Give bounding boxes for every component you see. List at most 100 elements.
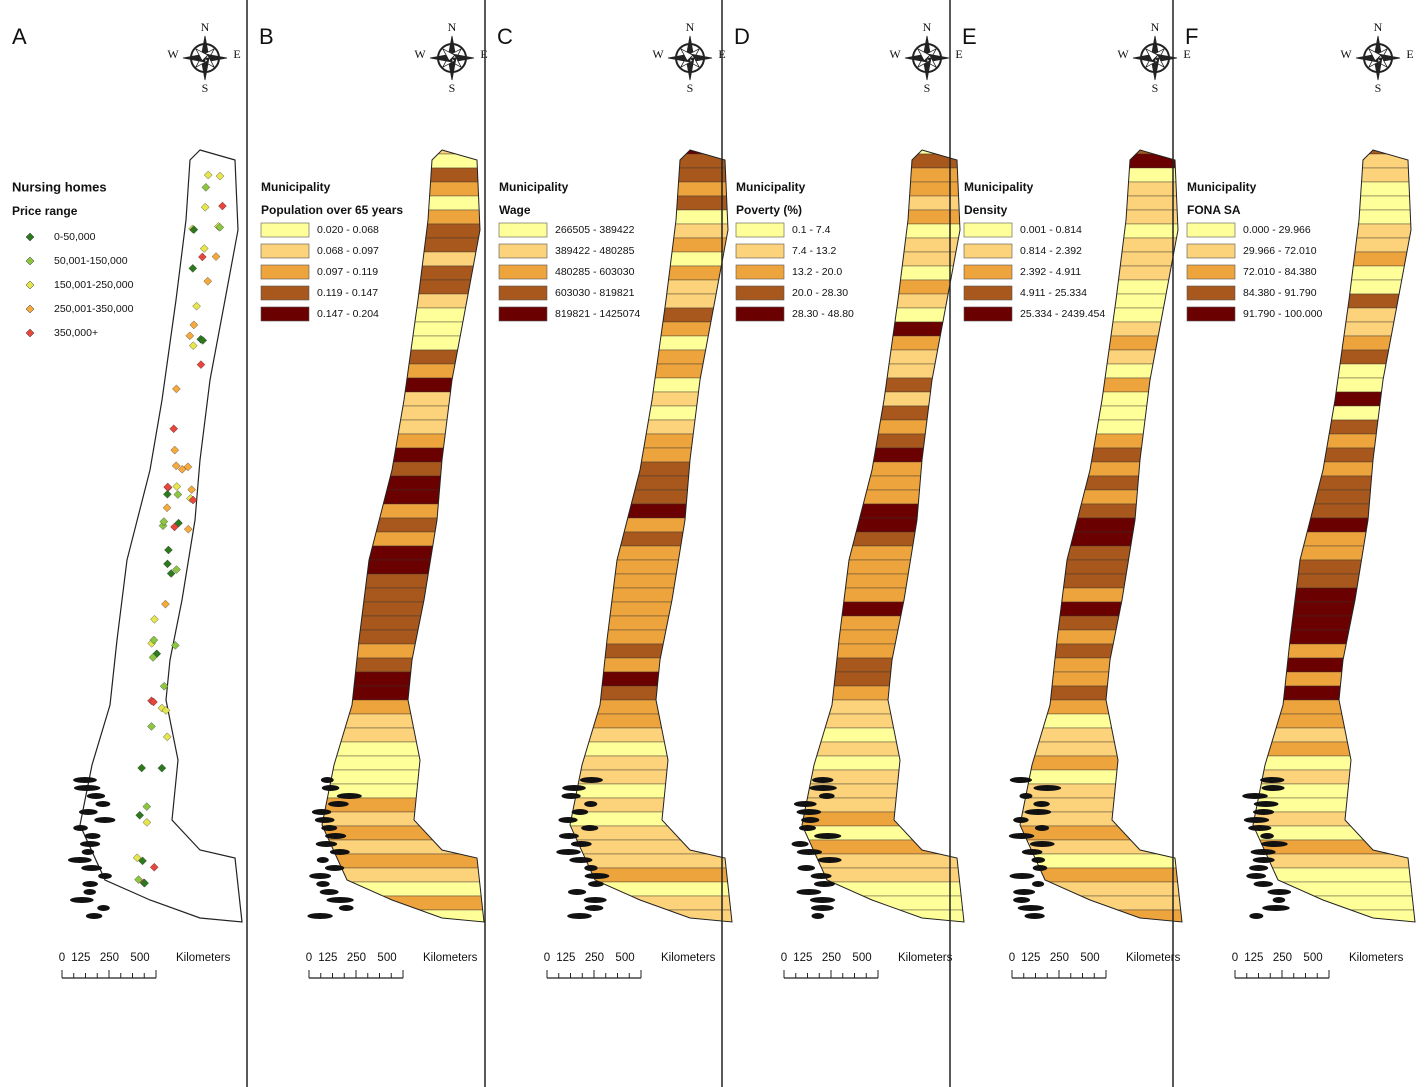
scale-label: 500 bbox=[1303, 952, 1322, 964]
map-region bbox=[550, 672, 750, 686]
map-region bbox=[550, 518, 750, 532]
legend-title: Nursing homes bbox=[12, 179, 107, 194]
compass: NSWE bbox=[167, 20, 240, 95]
island bbox=[321, 825, 337, 831]
compass: NSWE bbox=[889, 20, 962, 95]
island bbox=[1013, 889, 1035, 895]
map-region bbox=[1000, 518, 1200, 532]
island bbox=[1248, 825, 1271, 831]
island bbox=[322, 785, 340, 791]
map-region bbox=[1233, 182, 1426, 196]
island bbox=[1260, 833, 1274, 839]
island bbox=[1025, 809, 1052, 815]
island bbox=[312, 809, 331, 815]
legend-label: 0-50,000 bbox=[54, 231, 96, 243]
map-region bbox=[782, 196, 982, 210]
map-region bbox=[1233, 602, 1426, 616]
map-region bbox=[1233, 378, 1426, 392]
scale-label: 125 bbox=[1244, 952, 1263, 964]
map-region bbox=[550, 742, 750, 756]
map-region bbox=[302, 350, 502, 364]
map-region bbox=[782, 154, 982, 168]
map-region bbox=[302, 546, 502, 560]
island bbox=[73, 777, 97, 783]
map-region bbox=[782, 616, 982, 630]
island bbox=[1032, 857, 1046, 863]
map-region bbox=[1233, 924, 1426, 938]
scale-label: 500 bbox=[377, 952, 396, 964]
compass-e: E bbox=[955, 47, 962, 61]
map-region bbox=[782, 168, 982, 182]
map-region bbox=[550, 392, 750, 406]
island bbox=[85, 833, 101, 839]
map-region bbox=[1000, 378, 1200, 392]
compass-n: N bbox=[448, 20, 457, 34]
compass-e: E bbox=[1183, 47, 1190, 61]
map-region bbox=[302, 168, 502, 182]
legend-swatch bbox=[964, 265, 1012, 279]
map-region bbox=[550, 504, 750, 518]
island bbox=[339, 905, 354, 911]
legend-subtitle: Poverty (%) bbox=[736, 203, 802, 217]
island bbox=[556, 849, 581, 855]
island bbox=[814, 881, 835, 887]
map-region bbox=[550, 182, 750, 196]
island bbox=[1254, 801, 1279, 807]
island bbox=[588, 881, 604, 887]
legend-label: 4.911 - 25.334 bbox=[1020, 287, 1087, 299]
map-region bbox=[1233, 686, 1426, 700]
legend-symbol bbox=[26, 305, 34, 313]
island bbox=[73, 825, 88, 831]
island bbox=[98, 873, 112, 879]
island bbox=[792, 841, 809, 847]
map-region bbox=[1233, 392, 1426, 406]
island bbox=[326, 897, 353, 903]
island bbox=[86, 913, 102, 919]
legend-label: 350,000+ bbox=[54, 327, 98, 339]
map-region bbox=[1233, 406, 1426, 420]
map-region bbox=[1000, 616, 1200, 630]
map-region bbox=[302, 420, 502, 434]
map-region bbox=[302, 560, 502, 574]
island bbox=[585, 905, 604, 911]
island bbox=[328, 801, 349, 807]
legend-subtitle: Price range bbox=[12, 204, 78, 218]
island bbox=[320, 889, 339, 895]
map-region bbox=[1233, 560, 1426, 574]
legend-label: 2.392 - 4.911 bbox=[1020, 266, 1081, 278]
map-region bbox=[1233, 336, 1426, 350]
map-region bbox=[782, 728, 982, 742]
map-region bbox=[302, 364, 502, 378]
compass-e: E bbox=[233, 47, 240, 61]
scale-label: 125 bbox=[71, 952, 90, 964]
island bbox=[1035, 825, 1049, 831]
map-region bbox=[782, 756, 982, 770]
map-region bbox=[782, 686, 982, 700]
island bbox=[568, 889, 586, 895]
legend-swatch bbox=[499, 286, 547, 300]
map-region bbox=[1000, 196, 1200, 210]
map-region bbox=[302, 336, 502, 350]
map-region bbox=[550, 154, 750, 168]
map-region bbox=[550, 602, 750, 616]
legend-label: 72.010 - 84.380 bbox=[1243, 266, 1317, 278]
map-region bbox=[550, 644, 750, 658]
map-region bbox=[302, 714, 502, 728]
scale-unit: Kilometers bbox=[898, 952, 953, 964]
map-region bbox=[782, 560, 982, 574]
map-region bbox=[1000, 336, 1200, 350]
compass-w: W bbox=[1117, 47, 1129, 61]
island bbox=[1009, 873, 1034, 879]
island bbox=[585, 873, 610, 879]
legend-label: 0.068 - 0.097 bbox=[317, 245, 379, 257]
compass-n: N bbox=[201, 20, 210, 34]
map-region bbox=[782, 392, 982, 406]
map-region bbox=[302, 644, 502, 658]
map-region bbox=[302, 672, 502, 686]
scale-label: 0 bbox=[59, 952, 65, 964]
island bbox=[307, 913, 332, 919]
island bbox=[812, 777, 833, 783]
map-region bbox=[550, 658, 750, 672]
scale-label: 0 bbox=[1232, 952, 1238, 964]
